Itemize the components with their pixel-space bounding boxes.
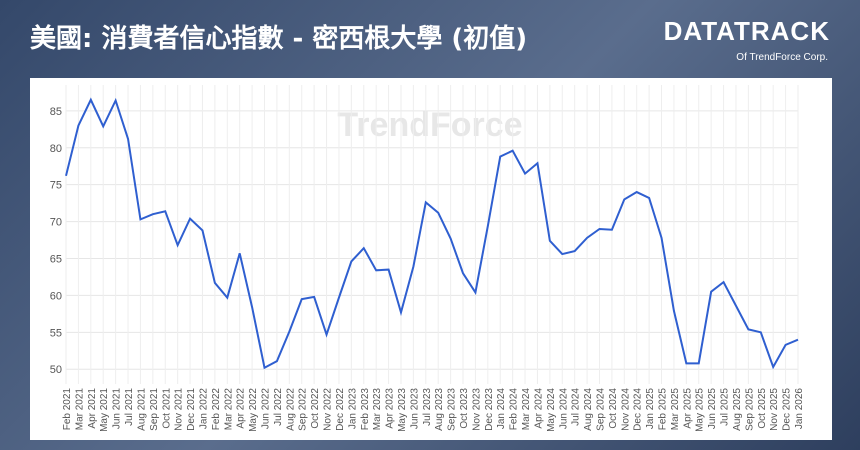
y-tick-label: 70 (50, 217, 62, 229)
x-tick-label: Sep 2025 (744, 388, 755, 431)
y-tick-label: 65 (50, 253, 62, 265)
x-tick-label: Jun 2025 (707, 388, 718, 430)
x-tick-label: Mar 2025 (670, 388, 681, 431)
x-tick-label: Jan 2025 (645, 388, 656, 430)
x-tick-label: May 2023 (397, 388, 408, 432)
y-tick-label: 80 (50, 143, 62, 155)
x-tick-label: Dec 2021 (186, 388, 197, 431)
x-tick-label: Mar 2024 (521, 388, 532, 431)
brand-subtitle: Of TrendForce Corp. (736, 52, 828, 63)
x-tick-label: Feb 2024 (509, 388, 520, 431)
x-tick-label: Jul 2025 (720, 388, 731, 426)
x-tick-label: Mar 2023 (372, 388, 383, 431)
x-tick-label: Feb 2022 (211, 388, 222, 431)
data-line (65, 97, 799, 370)
x-tick-label: Jan 2022 (198, 388, 209, 430)
x-tick-label: Nov 2024 (620, 388, 631, 431)
x-tick-label: Jan 2023 (347, 388, 358, 430)
x-tick-label: Apr 2021 (87, 388, 98, 429)
x-tick-label: Jul 2024 (571, 388, 582, 426)
x-tick-label: Apr 2024 (533, 388, 544, 429)
x-tick-label: Dec 2025 (782, 388, 793, 431)
x-tick-label: Jun 2022 (261, 388, 272, 430)
x-tick-label: Jun 2024 (558, 388, 569, 430)
x-tick-label: Aug 2023 (434, 388, 445, 431)
x-tick-label: May 2021 (99, 388, 110, 432)
x-tick-label: Aug 2025 (732, 388, 743, 431)
x-tick-label: Jul 2021 (124, 388, 135, 426)
x-tick-label: Oct 2025 (757, 388, 768, 429)
x-tick-label: Dec 2023 (484, 388, 495, 431)
y-tick-label: 55 (50, 327, 62, 339)
x-tick-label: Nov 2022 (323, 388, 334, 431)
y-tick-label: 60 (50, 290, 62, 302)
x-tick-label: Dec 2022 (335, 388, 346, 431)
x-tick-label: Nov 2025 (769, 388, 780, 431)
x-tick-label: Feb 2025 (658, 388, 669, 431)
y-tick-label: 85 (50, 106, 62, 118)
page-title: 美國: 消費者信心指數 - 密西根大學 (初值) (30, 24, 528, 54)
x-tick-label: Sep 2021 (149, 388, 160, 431)
x-tick-label: Oct 2023 (459, 388, 470, 429)
x-tick-label: Jan 2024 (496, 388, 507, 430)
x-tick-label: Apr 2025 (682, 388, 693, 429)
x-tick-label: Sep 2024 (595, 388, 606, 431)
x-tick-label: Mar 2022 (223, 388, 234, 431)
x-tick-label: May 2024 (546, 388, 557, 432)
x-tick-label: Nov 2023 (471, 388, 482, 431)
watermark: TrendForce (337, 106, 522, 144)
brand-logo: DATATRACK (663, 16, 830, 46)
x-tick-label: Aug 2024 (583, 388, 594, 431)
x-tick-label: Aug 2022 (285, 388, 296, 431)
y-tick-label: 50 (50, 364, 62, 376)
x-tick-label: Nov 2021 (174, 388, 185, 431)
x-tick-label: Jan 2026 (794, 388, 805, 430)
x-tick-label: Feb 2021 (62, 388, 73, 431)
x-tick-label: Apr 2022 (236, 388, 247, 429)
y-tick-label: 75 (50, 180, 62, 192)
x-tick-label: Jun 2023 (409, 388, 420, 430)
x-tick-label: Jul 2023 (422, 388, 433, 426)
x-tick-label: Feb 2023 (360, 388, 371, 431)
x-tick-label: Aug 2021 (136, 388, 147, 431)
x-tick-label: Apr 2023 (385, 388, 396, 429)
x-tick-label: Oct 2022 (310, 388, 321, 429)
x-tick-label: Jun 2021 (112, 388, 123, 430)
x-tick-label: Mar 2021 (74, 388, 85, 431)
x-tick-label: May 2022 (248, 388, 259, 432)
x-tick-label: Sep 2023 (447, 388, 458, 431)
x-tick-label: Dec 2024 (633, 388, 644, 431)
x-tick-label: May 2025 (695, 388, 706, 432)
x-tick-label: Jul 2022 (273, 388, 284, 426)
x-tick-label: Oct 2021 (161, 388, 172, 429)
x-tick-label: Oct 2024 (608, 388, 619, 429)
x-tick-label: Sep 2022 (298, 388, 309, 431)
